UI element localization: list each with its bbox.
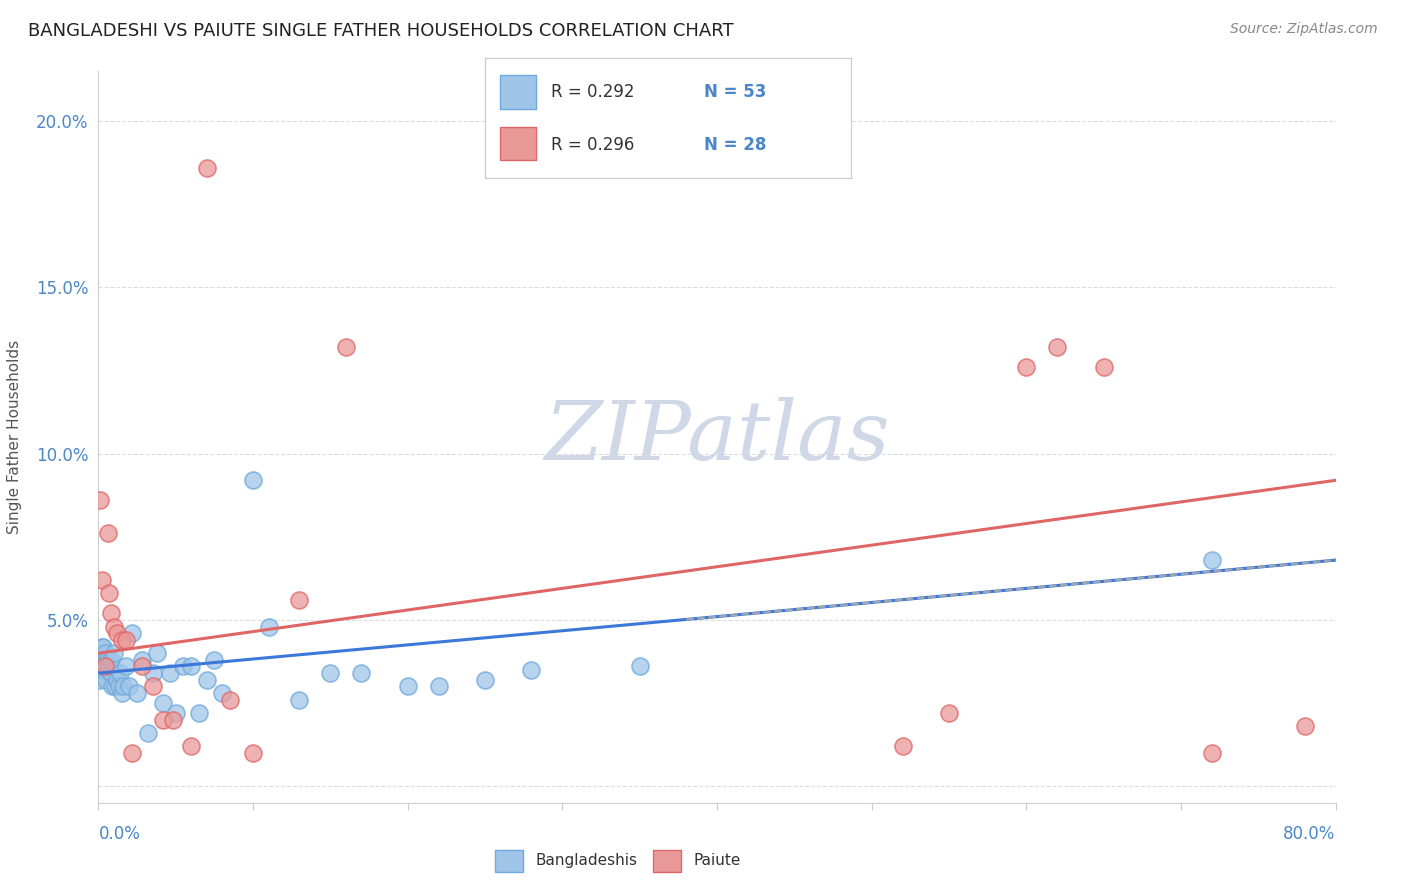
Point <box>93 659 115 673</box>
Text: N = 28: N = 28 <box>704 136 766 153</box>
Point <box>1015 360 1038 375</box>
Text: BANGLADESHI VS PAIUTE SINGLE FATHER HOUSEHOLDS CORRELATION CHART: BANGLADESHI VS PAIUTE SINGLE FATHER HOUS… <box>28 22 734 40</box>
Point <box>100 653 122 667</box>
Point <box>195 161 218 175</box>
Text: Bangladeshis: Bangladeshis <box>536 854 637 868</box>
Text: N = 53: N = 53 <box>704 83 766 101</box>
Bar <box>652 849 681 872</box>
Point <box>98 586 121 600</box>
Point <box>93 646 115 660</box>
Point <box>93 659 115 673</box>
Bar <box>499 75 536 109</box>
Point <box>136 726 159 740</box>
Point <box>242 746 264 760</box>
Point <box>89 653 111 667</box>
Point <box>180 739 202 754</box>
Point <box>131 653 153 667</box>
Point <box>107 680 129 694</box>
Point <box>152 713 174 727</box>
Point <box>180 659 202 673</box>
Point <box>98 659 121 673</box>
Point <box>131 659 153 673</box>
Point <box>112 680 135 694</box>
Point <box>146 646 169 660</box>
Point <box>141 666 165 681</box>
Point <box>91 653 114 667</box>
Point <box>396 680 419 694</box>
Point <box>101 680 124 694</box>
Point <box>89 493 111 508</box>
Point <box>1294 719 1316 733</box>
Point <box>141 680 165 694</box>
Point <box>165 706 187 720</box>
Point <box>90 573 112 587</box>
Text: 80.0%: 80.0% <box>1284 825 1336 843</box>
Point <box>1201 746 1223 760</box>
Point <box>121 626 143 640</box>
Point <box>427 680 450 694</box>
Point <box>90 646 112 660</box>
Point <box>100 666 122 681</box>
Point <box>100 607 122 621</box>
Point <box>242 473 264 487</box>
Point <box>350 666 373 681</box>
Point <box>1046 340 1069 354</box>
Bar <box>499 127 536 161</box>
Point <box>211 686 233 700</box>
Point <box>1201 553 1223 567</box>
Point <box>204 653 226 667</box>
Point <box>111 632 132 647</box>
Point <box>89 673 111 687</box>
Point <box>104 680 127 694</box>
Point <box>474 673 496 687</box>
Point <box>162 713 184 727</box>
Point <box>96 673 118 687</box>
Text: 0.0%: 0.0% <box>98 825 141 843</box>
Point <box>127 686 149 700</box>
Point <box>91 663 114 677</box>
Point <box>103 619 125 633</box>
Point <box>108 666 131 681</box>
Point <box>159 666 181 681</box>
Point <box>152 696 174 710</box>
Text: ZIPatlas: ZIPatlas <box>544 397 890 477</box>
Point <box>891 739 914 754</box>
Y-axis label: Single Father Households: Single Father Households <box>7 340 22 534</box>
Point <box>111 686 132 700</box>
Point <box>105 673 128 687</box>
Point <box>105 626 128 640</box>
Point <box>520 663 543 677</box>
Point <box>172 659 194 673</box>
Point <box>257 619 280 633</box>
Point <box>97 526 120 541</box>
Point <box>97 653 120 667</box>
Point <box>219 692 242 706</box>
Bar <box>495 849 523 872</box>
Point <box>121 746 143 760</box>
Point <box>96 653 118 667</box>
Point <box>335 340 357 354</box>
Point <box>90 640 112 654</box>
Point <box>938 706 960 720</box>
Point <box>115 659 138 673</box>
Text: Source: ZipAtlas.com: Source: ZipAtlas.com <box>1230 22 1378 37</box>
Point <box>118 680 141 694</box>
Point <box>115 632 138 647</box>
Text: R = 0.296: R = 0.296 <box>551 136 634 153</box>
Point <box>288 593 311 607</box>
Point <box>97 663 120 677</box>
Point <box>1092 360 1115 375</box>
Point <box>288 692 311 706</box>
Point <box>319 666 342 681</box>
Point <box>103 646 125 660</box>
Point <box>90 659 112 673</box>
Point <box>195 673 218 687</box>
Point <box>188 706 211 720</box>
Text: Paiute: Paiute <box>693 854 741 868</box>
Point <box>91 640 114 654</box>
Text: R = 0.292: R = 0.292 <box>551 83 634 101</box>
Point <box>628 659 651 673</box>
